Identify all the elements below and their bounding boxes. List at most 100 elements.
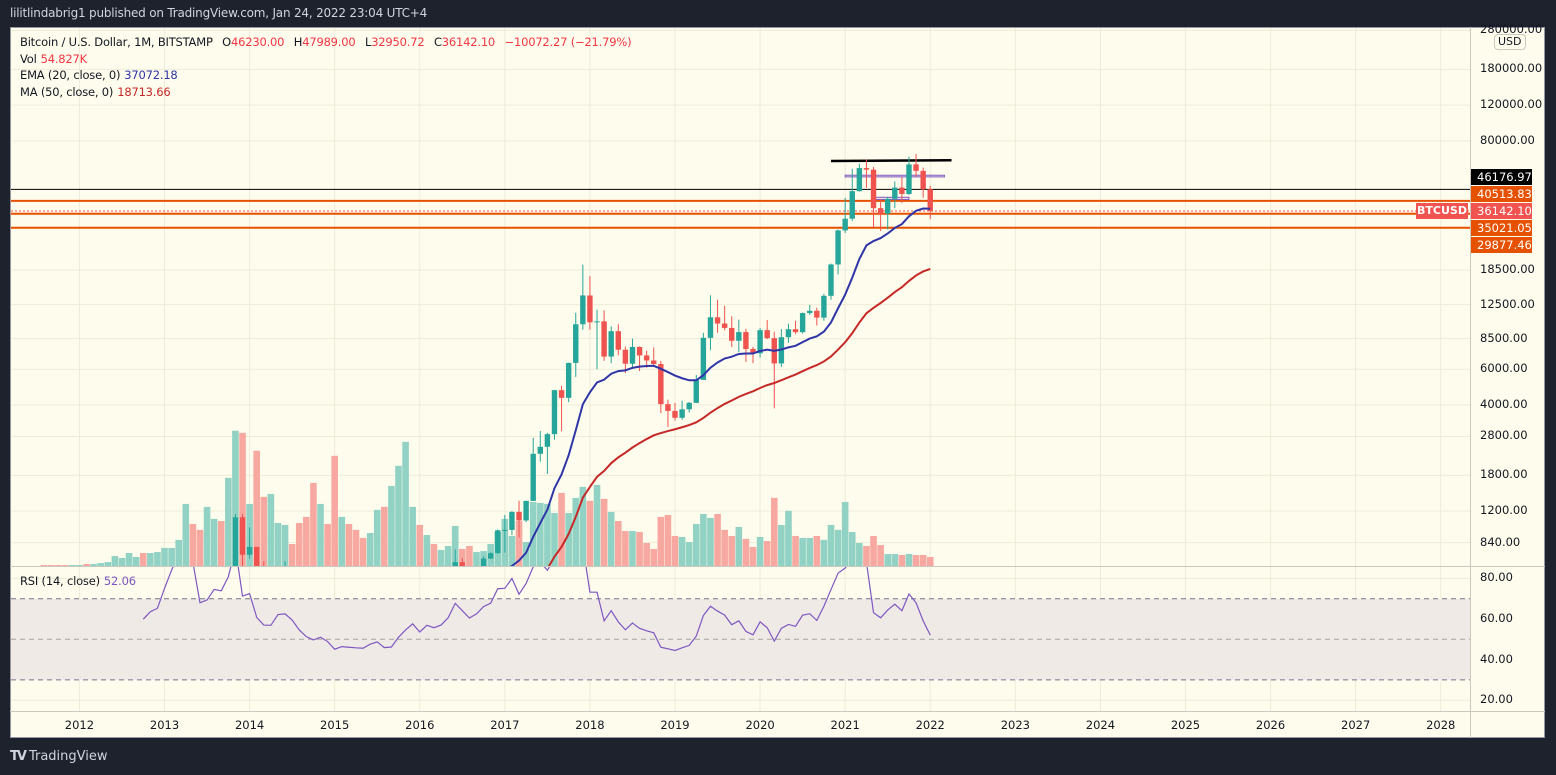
volume-bar <box>756 536 764 566</box>
volume-bar <box>118 557 126 566</box>
candle-body <box>615 331 621 350</box>
volume-bar <box>870 535 877 566</box>
volume-bar <box>381 506 388 566</box>
frame <box>10 27 1545 738</box>
publish-info: lilitlindabrig1 published on TradingView… <box>10 6 428 20</box>
legend-rsi-row[interactable]: RSI (14, close) 52.06 <box>20 574 136 588</box>
volume-bar <box>778 524 785 566</box>
candle <box>284 561 286 566</box>
candle <box>842 197 848 234</box>
volume-bar <box>671 535 679 566</box>
legend-volume-row[interactable]: Vol 54.827K <box>20 52 87 66</box>
candle <box>771 331 777 409</box>
year-tick-label: 2027 <box>1341 718 1371 732</box>
price-tick-label: 180000.00 <box>1480 61 1543 76</box>
legend-ema-row[interactable]: EMA (20, close, 0) 37072.18 <box>20 68 178 82</box>
candle <box>870 167 877 228</box>
candle-body <box>594 321 600 323</box>
candle-body <box>587 295 593 323</box>
volume-bar <box>76 565 83 566</box>
candle <box>906 156 912 196</box>
volume-bar <box>891 554 899 566</box>
candle-body <box>261 570 266 571</box>
candle-body <box>530 453 536 501</box>
volume-bar <box>579 486 587 566</box>
candle <box>629 338 636 369</box>
volume-bar <box>444 545 452 566</box>
year-tick-label: 2025 <box>1170 718 1201 732</box>
volume-bar <box>863 545 870 566</box>
volume-bar <box>395 465 402 566</box>
candle <box>622 346 629 374</box>
candle-body <box>544 434 551 447</box>
price-label: 46176.97 <box>1471 169 1532 185</box>
candle-body <box>828 264 834 296</box>
open-value: 46230.00 <box>231 35 285 49</box>
volume-bar <box>629 531 636 566</box>
candle-body <box>487 553 494 559</box>
candle <box>750 346 756 364</box>
candle <box>643 350 650 368</box>
candle-body <box>835 230 841 265</box>
symbol-name[interactable]: Bitcoin / U.S. Dollar, 1M, BITSTAMP <box>20 35 213 49</box>
volume-bar <box>785 510 792 566</box>
candle <box>551 389 558 440</box>
volume-bar <box>813 535 821 566</box>
volume-bar <box>359 537 367 566</box>
volume-bar <box>515 521 523 566</box>
rsi-tick-label: 60.00 <box>1480 611 1513 625</box>
volume-bar <box>303 516 310 566</box>
candle-body <box>509 511 515 530</box>
candle <box>672 402 678 421</box>
candle <box>799 312 806 334</box>
volume-bar <box>217 521 225 566</box>
volume-label: Vol <box>20 52 37 66</box>
candle <box>651 347 657 367</box>
candle <box>743 328 749 362</box>
candle <box>246 527 253 559</box>
candle-body <box>736 332 742 341</box>
candle <box>601 310 607 361</box>
candle <box>785 323 792 343</box>
candle-body <box>246 546 253 555</box>
volume-bar <box>707 517 714 566</box>
candle <box>885 196 891 230</box>
ema-label: EMA (20, close, 0) <box>20 68 121 82</box>
low-label: L <box>364 35 372 49</box>
volume-bar <box>926 557 934 566</box>
price-label: 40513.83 <box>1471 186 1532 202</box>
candle-body <box>807 310 813 314</box>
volume-bar <box>54 565 62 566</box>
trendline-drawing <box>830 159 952 163</box>
rsi-tick-label: 20.00 <box>1480 692 1513 707</box>
candle <box>261 561 266 571</box>
volume-bar <box>600 498 608 566</box>
year-tick-label: 2013 <box>149 718 180 732</box>
candle-body <box>537 446 543 454</box>
volume-bar <box>884 554 892 566</box>
candle <box>544 432 551 474</box>
candle-body <box>643 355 650 361</box>
candle-body <box>665 404 671 411</box>
candle <box>814 307 820 326</box>
candle <box>877 199 884 231</box>
volume-bar <box>565 512 572 566</box>
volume-bar <box>253 450 260 566</box>
price-tick-label: 1800.00 <box>1480 467 1528 482</box>
candle <box>856 163 863 192</box>
legend-ma-row[interactable]: MA (50, close, 0) 18713.66 <box>20 85 171 99</box>
candle-body <box>558 390 565 398</box>
candle <box>580 264 586 330</box>
volume-bar <box>175 539 183 566</box>
candle <box>899 177 905 203</box>
volume-bar <box>721 529 728 566</box>
currency-button[interactable]: USD <box>1494 34 1526 50</box>
volume-bar <box>366 532 374 566</box>
price-tick-label: 8500.00 <box>1480 330 1528 345</box>
candle-body <box>750 349 756 354</box>
volume-bar <box>260 496 268 566</box>
candle-body <box>679 409 685 418</box>
footer: TV TradingView <box>10 749 107 764</box>
candle <box>757 328 763 358</box>
